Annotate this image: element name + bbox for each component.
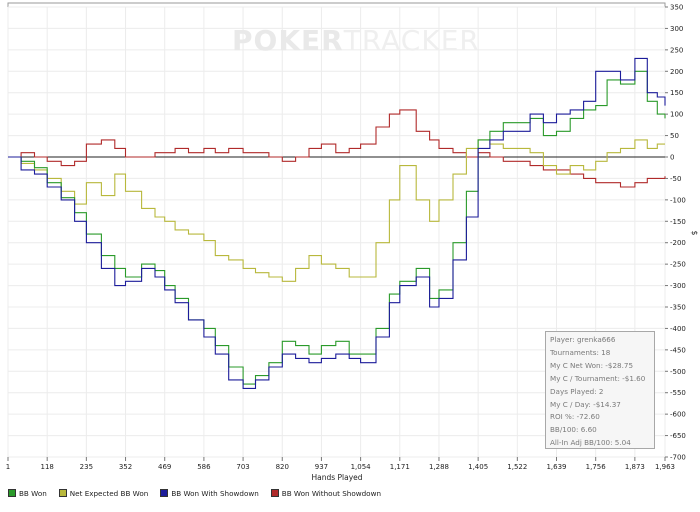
- stat-allin-bb100: All-In Adj BB/100: 5.04: [550, 438, 631, 448]
- series-line-bb-won: [8, 70, 666, 385]
- y-tick-label: -300: [670, 282, 686, 290]
- y-tick-label: -500: [670, 368, 686, 376]
- y-tick-label: -600: [670, 411, 686, 419]
- y-tick-label: 50: [670, 132, 679, 140]
- stat-roi: ROI %: -72.60: [550, 412, 600, 422]
- x-tick-label: 703: [236, 463, 249, 471]
- y-axis: 350 300 250 200 150 100 50 0 -50 -100 -150 -200 -250…: [665, 4, 686, 462]
- x-tick-label: 235: [80, 463, 93, 471]
- y-tick-label: -650: [670, 432, 686, 440]
- y-tick-label: -100: [670, 196, 686, 204]
- x-tick-label: 118: [40, 463, 53, 471]
- stat-player: Player: grenka666: [550, 335, 616, 344]
- watermark-bold: POKER: [232, 24, 344, 57]
- series-line-bb-won-with-showdown: [8, 57, 666, 389]
- x-tick-label: 1,288: [429, 463, 449, 471]
- legend-swatch: [270, 489, 279, 497]
- x-tick-label: 1,756: [586, 463, 607, 471]
- x-tick-label: 1,639: [546, 463, 566, 471]
- x-axis: 1 118 235 352 469 586 703 820 937 1,054 1,171 1,288…: [6, 457, 675, 471]
- y-axis-title: $: [690, 231, 699, 236]
- y-tick-label: 200: [670, 68, 683, 76]
- series-line-net-expected-bb-won: [8, 139, 665, 282]
- stat-net-won: My C Net Won: -$28.75: [550, 360, 634, 370]
- y-tick-label: -450: [670, 346, 686, 354]
- x-tick-label: 1,171: [390, 463, 410, 471]
- watermark-light: TRACKER: [343, 24, 480, 57]
- y-tick-label: 250: [670, 46, 683, 54]
- y-tick-label: 100: [670, 111, 683, 119]
- y-tick-label: 0: [670, 154, 674, 162]
- stat-per-tournament: My C / Tournament: -$1.60: [550, 373, 646, 383]
- stat-bb100: BB/100: 6.60: [550, 425, 597, 435]
- x-axis-title: Hands Played: [311, 473, 362, 482]
- legend-swatch: [8, 489, 16, 497]
- x-tick-label: 1,873: [625, 463, 645, 471]
- watermark-logo: POKERTRACKER: [232, 24, 480, 57]
- legend-label: BB Won: [19, 488, 47, 498]
- legend-label: Net Expected BB Won: [69, 488, 149, 498]
- legend-swatch: [160, 489, 169, 497]
- x-tick-label: 469: [158, 463, 171, 471]
- stats-panel: Player: grenka666 Tournaments: 18 My C N…: [545, 331, 655, 449]
- x-tick-label: 352: [119, 463, 132, 471]
- series-line-bb-won-without-showdown: [8, 109, 666, 188]
- y-tick-label: -150: [670, 218, 686, 226]
- x-tick-label: 1: [6, 463, 10, 471]
- y-tick-label: -400: [670, 325, 686, 333]
- x-tick-label: 1,522: [507, 463, 527, 471]
- y-tick-label: 350: [670, 4, 683, 12]
- x-tick-label: 1,405: [468, 463, 488, 471]
- y-tick-label: 150: [670, 89, 683, 97]
- x-tick-label: 1,054: [351, 463, 372, 471]
- x-tick-label: 937: [315, 463, 328, 471]
- legend-swatch: [58, 489, 67, 497]
- x-tick-label: 820: [276, 463, 289, 471]
- legend-item-with-showdown[interactable]: BB Won With Showdown: [160, 488, 259, 498]
- series-group: [8, 57, 666, 389]
- stat-per-day: My C / Day: -$14.37: [550, 399, 621, 409]
- stat-days-played: Days Played: 2: [550, 386, 604, 396]
- legend-item-bb-won[interactable]: BB Won: [8, 489, 47, 498]
- y-tick-label: -350: [670, 304, 686, 312]
- y-tick-label: -700: [670, 454, 686, 462]
- legend-label: BB Won With Showdown: [171, 488, 259, 498]
- legend-item-without-showdown[interactable]: BB Won Without Showdown: [270, 488, 382, 498]
- y-tick-label: -50: [670, 175, 681, 183]
- stat-tournaments: Tournaments: 18: [550, 347, 611, 357]
- x-tick-label: 1,963: [655, 463, 675, 471]
- legend-label: BB Won Without Showdown: [281, 488, 382, 498]
- y-tick-label: -550: [670, 389, 686, 397]
- y-tick-label: -200: [670, 239, 686, 247]
- y-tick-label: -250: [670, 261, 686, 269]
- legend: BB Won Net Expected BB Won BB Won With S…: [8, 486, 688, 500]
- legend-item-net-expected[interactable]: Net Expected BB Won: [58, 488, 149, 498]
- x-tick-label: 586: [197, 463, 211, 471]
- y-tick-label: 300: [670, 25, 683, 33]
